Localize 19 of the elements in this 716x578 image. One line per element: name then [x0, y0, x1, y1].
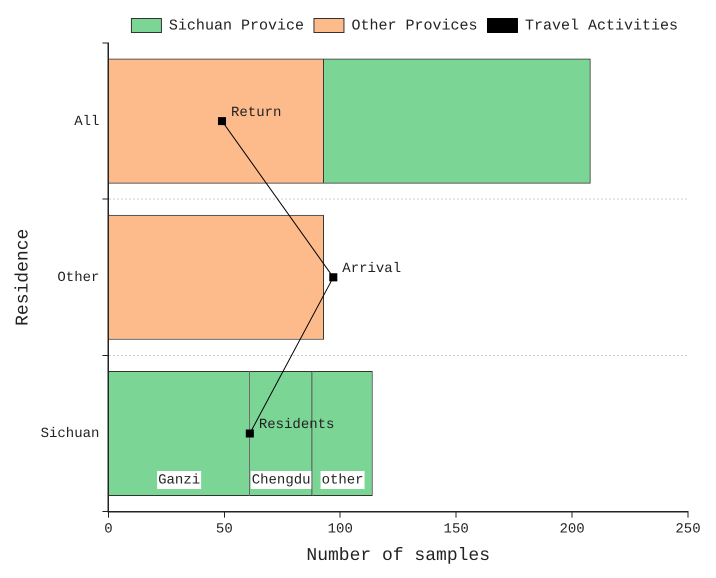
y-tick-label: Sichuan [40, 426, 100, 442]
annotation: Ganzi [158, 472, 200, 489]
annotation: Return [231, 104, 282, 121]
x-tick-label: 100 [328, 522, 353, 538]
legend-label: Sichuan Provice [168, 17, 304, 34]
annotation: other [322, 472, 364, 489]
x-axis-title: Number of samples [306, 546, 490, 566]
y-axis-title: Residence [14, 228, 34, 326]
x-tick-label: 250 [675, 522, 701, 538]
legend-label: Travel Activities [524, 17, 678, 34]
y-tick-label: All [74, 114, 100, 130]
legend-label: Other Provices [351, 17, 478, 34]
x-tick-label: 0 [104, 522, 113, 538]
annotation: Chengdu [252, 472, 311, 489]
x-tick-label: 200 [559, 522, 585, 538]
x-tick-label: 150 [444, 522, 469, 538]
annotation: Arrival [342, 261, 402, 278]
x-tick-label: 50 [216, 522, 233, 538]
y-tick-label: Other [57, 270, 100, 286]
